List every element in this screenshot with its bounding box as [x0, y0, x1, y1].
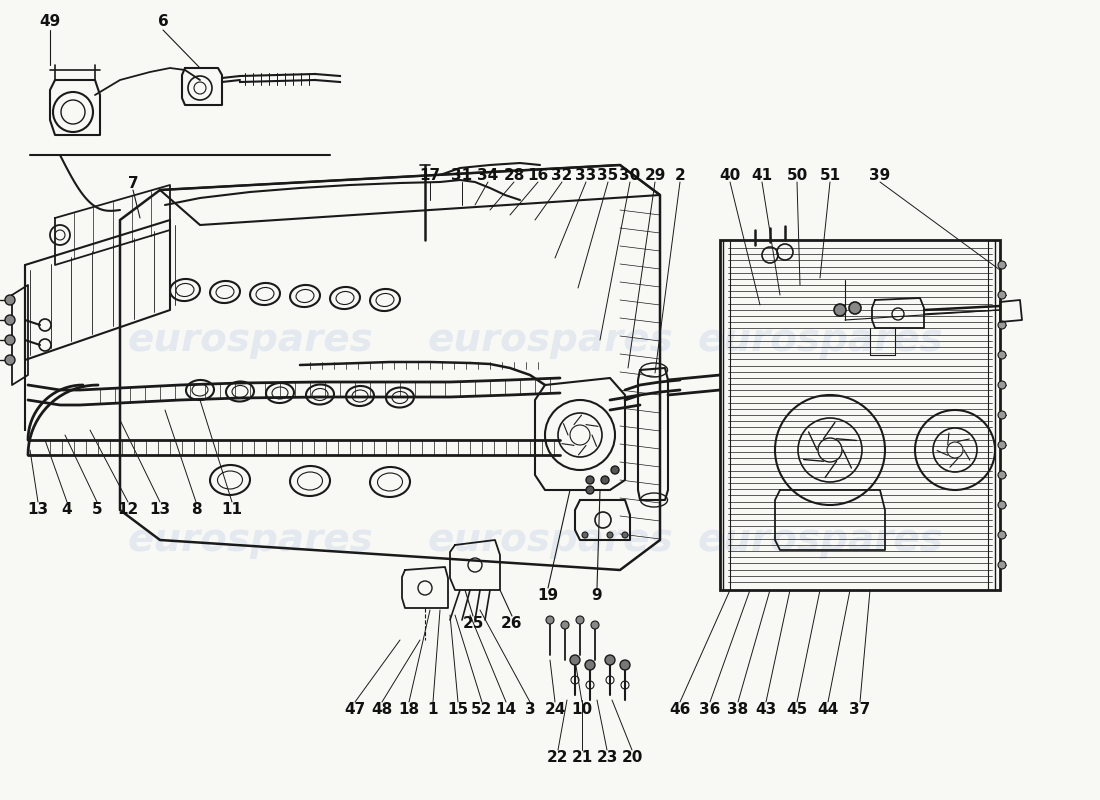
Text: 26: 26	[502, 617, 522, 631]
Text: 24: 24	[544, 702, 565, 718]
Text: 2: 2	[674, 167, 685, 182]
Circle shape	[998, 321, 1006, 329]
Text: 3: 3	[525, 702, 536, 718]
Circle shape	[620, 660, 630, 670]
Text: 5: 5	[91, 502, 102, 518]
Text: 33: 33	[575, 167, 596, 182]
Text: 9: 9	[592, 587, 603, 602]
Text: 13: 13	[28, 502, 48, 518]
Text: 52: 52	[471, 702, 493, 718]
Circle shape	[998, 471, 1006, 479]
Text: eurospares: eurospares	[427, 521, 673, 559]
Text: 45: 45	[786, 702, 807, 718]
Text: 15: 15	[448, 702, 469, 718]
Text: 49: 49	[40, 14, 60, 30]
Text: 51: 51	[820, 167, 840, 182]
Text: eurospares: eurospares	[427, 321, 673, 359]
Text: eurospares: eurospares	[697, 521, 943, 559]
Circle shape	[998, 381, 1006, 389]
Text: 17: 17	[419, 167, 441, 182]
Text: 32: 32	[551, 167, 573, 182]
Text: eurospares: eurospares	[128, 321, 373, 359]
Text: 41: 41	[751, 167, 772, 182]
Text: 31: 31	[451, 167, 473, 182]
Text: 38: 38	[727, 702, 749, 718]
Circle shape	[849, 302, 861, 314]
Text: 44: 44	[817, 702, 838, 718]
Text: 29: 29	[645, 167, 665, 182]
Circle shape	[601, 476, 609, 484]
Circle shape	[585, 660, 595, 670]
Text: 47: 47	[344, 702, 365, 718]
Text: 25: 25	[462, 617, 484, 631]
Text: 21: 21	[571, 750, 593, 766]
Text: 40: 40	[719, 167, 740, 182]
Text: 12: 12	[118, 502, 139, 518]
Circle shape	[610, 466, 619, 474]
Text: 28: 28	[504, 167, 525, 182]
Text: 6: 6	[157, 14, 168, 30]
Text: 50: 50	[786, 167, 807, 182]
Text: 4: 4	[62, 502, 73, 518]
Text: 37: 37	[849, 702, 870, 718]
Text: 46: 46	[669, 702, 691, 718]
Circle shape	[605, 655, 615, 665]
Circle shape	[546, 616, 554, 624]
Text: 20: 20	[621, 750, 642, 766]
Circle shape	[6, 315, 15, 325]
Circle shape	[591, 621, 600, 629]
Circle shape	[998, 531, 1006, 539]
Circle shape	[834, 304, 846, 316]
Text: 39: 39	[869, 167, 891, 182]
Text: 30: 30	[619, 167, 640, 182]
Circle shape	[582, 532, 588, 538]
Circle shape	[586, 486, 594, 494]
Bar	[720, 240, 1000, 590]
Circle shape	[561, 621, 569, 629]
Text: 14: 14	[495, 702, 517, 718]
Circle shape	[6, 335, 15, 345]
Text: 48: 48	[372, 702, 393, 718]
Text: 18: 18	[398, 702, 419, 718]
Circle shape	[998, 501, 1006, 509]
Text: 8: 8	[190, 502, 201, 518]
Circle shape	[621, 532, 628, 538]
Circle shape	[6, 355, 15, 365]
Text: 22: 22	[548, 750, 569, 766]
Text: 35: 35	[597, 167, 618, 182]
Circle shape	[586, 476, 594, 484]
Circle shape	[998, 411, 1006, 419]
Text: 13: 13	[150, 502, 170, 518]
Circle shape	[607, 532, 613, 538]
Text: 23: 23	[596, 750, 618, 766]
Circle shape	[6, 295, 15, 305]
Text: 11: 11	[221, 502, 242, 518]
Text: eurospares: eurospares	[697, 321, 943, 359]
Circle shape	[576, 616, 584, 624]
Text: 10: 10	[571, 702, 593, 718]
Text: 7: 7	[128, 175, 139, 190]
Text: 1: 1	[428, 702, 438, 718]
Circle shape	[998, 561, 1006, 569]
Text: 16: 16	[527, 167, 549, 182]
Circle shape	[998, 291, 1006, 299]
Text: eurospares: eurospares	[128, 521, 373, 559]
Text: 19: 19	[538, 587, 559, 602]
Circle shape	[998, 351, 1006, 359]
Circle shape	[998, 261, 1006, 269]
Text: 36: 36	[700, 702, 720, 718]
Circle shape	[998, 441, 1006, 449]
Text: 34: 34	[477, 167, 498, 182]
Text: 43: 43	[756, 702, 777, 718]
Circle shape	[570, 655, 580, 665]
